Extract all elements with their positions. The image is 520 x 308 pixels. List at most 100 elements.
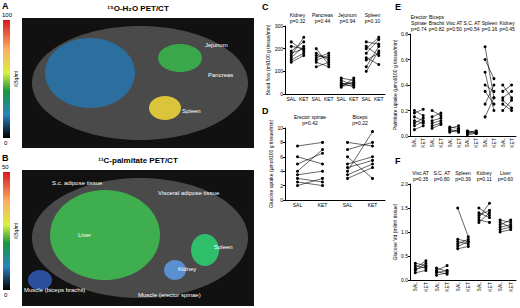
svg-text:B: B xyxy=(2,153,9,163)
svg-text:KET: KET xyxy=(491,138,497,148)
svg-text:p=0.94: p=0.94 xyxy=(340,18,356,24)
svg-text:Spleen: Spleen xyxy=(214,244,233,250)
svg-text:p=0.32: p=0.32 xyxy=(290,18,306,24)
svg-text:Blood flow (ml/100 g tissue/mi: Blood flow (ml/100 g tissue/min) xyxy=(265,24,271,95)
svg-text:KET: KET xyxy=(423,282,429,292)
svg-text:50: 50 xyxy=(2,164,9,170)
svg-text:0.2: 0.2 xyxy=(401,108,408,114)
svg-text:SAL: SAL xyxy=(434,282,440,292)
svg-text:SAL: SAL xyxy=(343,202,353,208)
svg-text:Palmitate uptake (µmol/100 g t: Palmitate uptake (µmol/100 g tissue/min) xyxy=(392,39,398,130)
svg-text:0.0: 0.0 xyxy=(401,277,408,283)
svg-text:SAL: SAL xyxy=(482,138,488,148)
svg-text:1.0: 1.0 xyxy=(401,229,408,235)
svg-text:Kidney: Kidney xyxy=(178,266,196,272)
svg-text:p=0.45: p=0.45 xyxy=(499,26,515,32)
svg-text:6: 6 xyxy=(280,154,283,160)
svg-text:KET: KET xyxy=(444,282,450,292)
svg-text:2.0: 2.0 xyxy=(401,181,408,187)
svg-text:Visceral adipose tissue: Visceral adipose tissue xyxy=(158,190,220,196)
svg-text:SAL: SAL xyxy=(293,202,303,208)
svg-text:KET: KET xyxy=(509,138,515,148)
svg-text:KET: KET xyxy=(318,202,328,208)
svg-text:Jejunum: Jejunum xyxy=(205,42,228,48)
svg-text:0.6: 0.6 xyxy=(401,57,408,63)
svg-text:p=0.11: p=0.11 xyxy=(477,176,492,182)
svg-text:p=0.42: p=0.42 xyxy=(302,120,318,126)
svg-text:KET: KET xyxy=(438,138,444,148)
svg-text:p=0.82: p=0.82 xyxy=(429,26,445,32)
svg-text:KET: KET xyxy=(508,282,514,292)
svg-text:p=0.44: p=0.44 xyxy=(315,18,331,24)
svg-text:SAL: SAL xyxy=(412,282,418,292)
svg-text:10: 10 xyxy=(277,125,283,131)
svg-text:0.4: 0.4 xyxy=(401,82,408,88)
svg-text:Kidney: Kidney xyxy=(289,12,306,18)
svg-text:0.5: 0.5 xyxy=(401,253,408,259)
svg-text:KBq/ml: KBq/ml xyxy=(13,71,19,87)
svg-text:SAL: SAL xyxy=(411,138,417,148)
svg-text:KET: KET xyxy=(473,138,479,148)
svg-text:100: 100 xyxy=(275,68,284,74)
svg-text:0: 0 xyxy=(4,140,8,146)
svg-text:p=0.80: p=0.80 xyxy=(434,176,450,182)
svg-text:KBq/ml: KBq/ml xyxy=(13,223,19,239)
svg-text:p=0.22: p=0.22 xyxy=(352,120,368,126)
svg-text:E: E xyxy=(395,2,401,12)
svg-text:¹¹C-palmitate PET/CT: ¹¹C-palmitate PET/CT xyxy=(98,156,178,165)
svg-text:0: 0 xyxy=(280,91,283,97)
svg-text:Muscle (erector spinae): Muscle (erector spinae) xyxy=(138,292,201,298)
svg-text:¹⁵O-H₂O PET/CT: ¹⁵O-H₂O PET/CT xyxy=(107,4,169,13)
svg-text:C: C xyxy=(262,2,269,12)
svg-text:0: 0 xyxy=(280,197,283,203)
svg-text:Spleen: Spleen xyxy=(182,108,201,114)
svg-text:KET: KET xyxy=(465,282,471,292)
svg-text:KET: KET xyxy=(349,96,359,102)
svg-text:KET: KET xyxy=(487,282,493,292)
svg-text:0: 0 xyxy=(4,292,8,298)
svg-text:Glucose uptake (µmol/100 g tis: Glucose uptake (µmol/100 g tissue/min) xyxy=(268,120,274,209)
svg-text:p=0.39: p=0.39 xyxy=(455,176,471,182)
svg-text:SAL: SAL xyxy=(429,138,435,148)
svg-text:SAL: SAL xyxy=(500,138,506,148)
svg-text:SAL: SAL xyxy=(455,282,461,292)
svg-text:KET: KET xyxy=(299,96,309,102)
svg-text:1.5: 1.5 xyxy=(401,205,408,211)
svg-text:200: 200 xyxy=(275,46,284,52)
svg-text:KET: KET xyxy=(420,138,426,148)
svg-text:KET: KET xyxy=(374,96,384,102)
svg-text:Pancreas: Pancreas xyxy=(208,72,233,78)
svg-text:p=0.50: p=0.50 xyxy=(446,26,462,32)
svg-text:p=0.35: p=0.35 xyxy=(413,176,429,182)
svg-text:100: 100 xyxy=(2,12,13,18)
svg-text:KET: KET xyxy=(368,202,378,208)
svg-text:F: F xyxy=(395,156,401,166)
svg-text:A: A xyxy=(2,1,9,11)
svg-text:D: D xyxy=(262,106,269,116)
svg-text:SAL: SAL xyxy=(287,96,297,102)
svg-text:300: 300 xyxy=(275,23,284,29)
svg-text:0.8: 0.8 xyxy=(401,31,408,37)
svg-text:SAL: SAL xyxy=(337,96,347,102)
svg-text:p=0.74: p=0.74 xyxy=(411,26,427,32)
svg-text:SAL: SAL xyxy=(497,282,503,292)
svg-text:SAL: SAL xyxy=(464,138,470,148)
svg-text:p=0.54: p=0.54 xyxy=(464,26,480,32)
svg-text:8: 8 xyxy=(280,139,283,145)
svg-text:SAL: SAL xyxy=(312,96,322,102)
svg-text:2: 2 xyxy=(280,183,283,189)
svg-text:p=0.60: p=0.60 xyxy=(498,176,514,182)
svg-text:4: 4 xyxy=(280,168,283,174)
svg-text:p=0.16: p=0.16 xyxy=(482,26,498,32)
svg-text:Glucose Vd (ml/ml tissue): Glucose Vd (ml/ml tissue) xyxy=(392,203,398,260)
svg-text:0.0: 0.0 xyxy=(401,133,408,139)
svg-text:Liver: Liver xyxy=(78,232,91,238)
svg-text:SAL: SAL xyxy=(447,138,453,148)
svg-text:KET: KET xyxy=(324,96,334,102)
svg-text:S.c. adipose tissue: S.c. adipose tissue xyxy=(52,180,103,186)
svg-text:Muscle (biceps brachii): Muscle (biceps brachii) xyxy=(24,287,85,293)
svg-text:p=0.10: p=0.10 xyxy=(365,18,381,24)
svg-text:KET: KET xyxy=(456,138,462,148)
svg-text:SAL: SAL xyxy=(362,96,372,102)
svg-text:SAL: SAL xyxy=(476,282,482,292)
